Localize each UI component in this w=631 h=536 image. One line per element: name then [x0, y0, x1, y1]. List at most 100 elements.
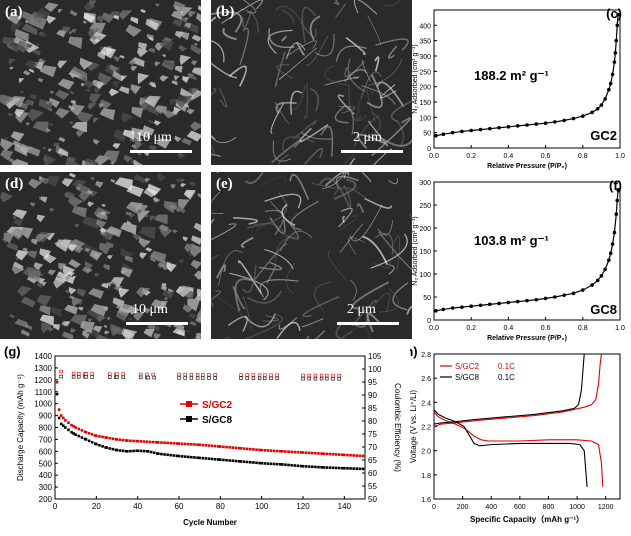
isotherm-point: [611, 73, 615, 77]
capacity-point-S/GC2: [359, 455, 362, 458]
capacity-point-S/GC2: [311, 452, 314, 455]
capacity-point-S/GC2: [267, 449, 270, 452]
y-tick-label: 1000: [34, 400, 52, 409]
y-tick-label: 100: [419, 115, 431, 122]
isotherm-point: [603, 268, 607, 272]
capacity-point-S/GC8: [105, 446, 108, 449]
y-tick-label: 2.2: [421, 425, 431, 432]
capacity-point-S/GC2: [208, 444, 211, 447]
y2-tick-label: 90: [368, 391, 377, 400]
capacity-point-S/GC8: [77, 435, 80, 438]
capacity-point-S/GC2: [173, 442, 176, 445]
capacity-point-S/GC2: [81, 429, 84, 432]
efficiency-point-S/GC2: [91, 373, 94, 376]
y-tick-label: 1400: [34, 352, 52, 361]
efficiency-point-S/GC2: [338, 374, 341, 377]
capacity-point-S/GC2: [166, 442, 169, 445]
isotherm-point: [613, 231, 617, 235]
isotherm-point: [603, 97, 607, 101]
capacity-point-S/GC8: [67, 429, 70, 432]
isotherm-point: [562, 293, 566, 297]
y2-tick-label: 80: [368, 417, 377, 426]
capacity-point-S/GC2: [95, 435, 98, 438]
efficiency-point-S/GC8: [116, 376, 119, 379]
y2-axis-label: Coulombic Efficiency (%): [393, 383, 402, 472]
isotherm-point: [479, 303, 483, 307]
panel-label-a: (a): [5, 4, 23, 21]
capacity-point-S/GC2: [270, 449, 273, 452]
isotherm-point: [525, 123, 529, 127]
capacity-point-S/GC8: [126, 450, 129, 453]
y-tick-label: 200: [39, 495, 53, 504]
capacity-point-S/GC8: [184, 455, 187, 458]
isotherm-point: [460, 305, 464, 309]
y2-tick-label: 60: [368, 469, 377, 478]
legend-label: S/GC8: [455, 373, 480, 382]
efficiency-point-S/GC2: [258, 374, 261, 377]
capacity-point-S/GC8: [150, 451, 153, 454]
capacity-point-S/GC2: [349, 454, 352, 457]
efficiency-point-S/GC8: [91, 376, 94, 379]
capacity-point-S/GC2: [332, 453, 335, 456]
capacity-point-S/GC2: [88, 432, 91, 435]
efficiency-point-S/GC2: [263, 374, 266, 377]
efficiency-point-S/GC8: [325, 377, 328, 380]
efficiency-point-S/GC2: [152, 373, 155, 376]
capacity-point-S/GC2: [184, 443, 187, 446]
efficiency-point-S/GC2: [139, 373, 142, 376]
capacity-point-S/GC2: [287, 450, 290, 453]
x-tick-label: 0.6: [541, 153, 551, 160]
y-tick-label: 300: [419, 54, 431, 61]
y2-tick-label: 75: [368, 430, 377, 439]
y-tick-label: 200: [419, 226, 431, 233]
x-tick-label: 0.6: [541, 325, 551, 332]
capacity-point-S/GC8: [281, 463, 284, 466]
sem-image-e: (e) 2 μm: [211, 172, 412, 339]
capacity-point-S/GC8: [243, 460, 246, 463]
panel-label: (c): [606, 6, 622, 21]
capacity-point-S/GC2: [190, 443, 193, 446]
isotherm-point: [544, 297, 548, 301]
isotherm-point: [615, 24, 619, 28]
x-axis-label: Specific Capacity（mAh g⁻¹）: [470, 514, 584, 524]
x-tick-label: 200: [457, 504, 469, 511]
x-tick-label: 60: [175, 502, 184, 511]
isotherm-point: [479, 128, 483, 132]
scale-bar-d: [126, 322, 188, 325]
efficiency-point-S/GC8: [314, 377, 317, 380]
panel-label-b: (b): [216, 4, 234, 21]
capacity-point-S/GC8: [219, 458, 222, 461]
capacity-point-S/GC2: [255, 448, 258, 451]
capacity-point-S/GC8: [332, 466, 335, 469]
isotherm-point: [553, 295, 557, 299]
capacity-point-S/GC8: [193, 456, 196, 459]
capacity-point-S/GC8: [181, 455, 184, 458]
y-tick-label: 100: [419, 272, 431, 279]
x-tick-label: 0.8: [578, 153, 588, 160]
capacity-point-S/GC2: [193, 443, 196, 446]
scale-label-d: 10 μm: [132, 302, 168, 318]
x-tick-label: 1.0: [615, 153, 625, 160]
capacity-point-S/GC2: [152, 441, 155, 444]
efficiency-point-S/GC2: [214, 373, 217, 376]
x-tick-label: 0.2: [466, 153, 476, 160]
isotherm-point: [615, 199, 619, 203]
y-tick-label: 0: [427, 146, 431, 153]
capacity-point-S/GC2: [157, 441, 160, 444]
y-tick-label: 900: [39, 412, 53, 421]
isotherm-point: [488, 303, 492, 307]
y-tick-label: 2.0: [421, 449, 431, 456]
capacity-point-S/GC2: [85, 431, 88, 434]
capacity-point-S/GC2: [108, 437, 111, 440]
capacity-point-S/GC8: [338, 467, 341, 470]
efficiency-point-S/GC8: [214, 377, 217, 380]
capacity-point-S/GC8: [208, 457, 211, 460]
capacity-point-S/GC8: [255, 462, 258, 465]
efficiency-point-S/GC8: [108, 376, 111, 379]
y-tick-label: 300: [419, 180, 431, 187]
y2-tick-label: 70: [368, 443, 377, 452]
efficiency-point-S/GC2: [190, 373, 193, 376]
capacity-point-S/GC2: [352, 454, 355, 457]
x-tick-label: 0: [432, 504, 436, 511]
